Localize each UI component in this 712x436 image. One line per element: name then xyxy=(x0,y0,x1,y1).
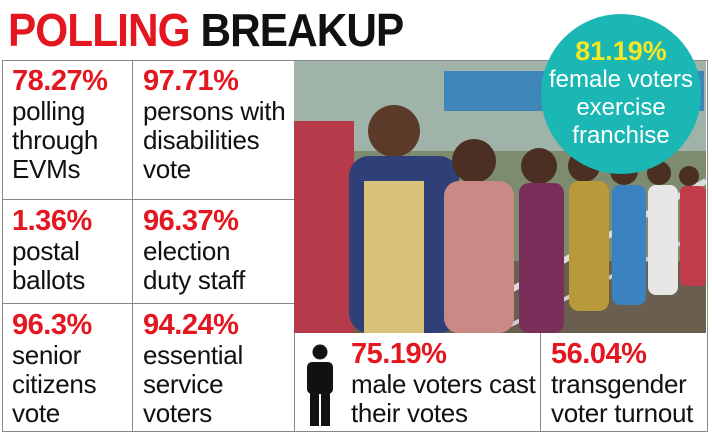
stat-essential: 94.24% essential service voters xyxy=(133,304,295,432)
stat-percent: 97.71% xyxy=(143,65,239,97)
stat-label-line: election xyxy=(143,236,231,266)
stat-postal: 1.36% postal ballots xyxy=(2,200,133,304)
stat-label-line: senior xyxy=(12,340,82,370)
stat-label-line: ballots xyxy=(12,265,86,295)
stat-label-line: through xyxy=(12,125,99,155)
stat-label-line: postal xyxy=(12,236,80,266)
page-title: POLLING BREAKUP xyxy=(8,2,404,58)
stat-label-line: persons with xyxy=(143,96,286,126)
stat-evm: 78.27% polling through EVMs xyxy=(2,60,133,200)
stat-label-line: duty staff xyxy=(143,265,246,295)
stat-label-line: polling xyxy=(12,96,86,126)
stat-label-line: citizens xyxy=(12,369,97,399)
stat-percent: 1.36% xyxy=(12,205,92,237)
female-label-line: franchise xyxy=(572,122,670,149)
stat-male: 75.19% male voters cast their votes xyxy=(295,333,541,432)
stat-percent: 75.19% xyxy=(351,338,447,370)
stat-label-line: voter turnout xyxy=(551,398,694,428)
stats-grid xyxy=(2,60,708,432)
female-label-line: female voters xyxy=(548,66,694,93)
title-part-2: BREAKUP xyxy=(200,4,404,56)
stat-percent: 78.27% xyxy=(12,65,108,97)
title-part-1: POLLING xyxy=(8,4,191,56)
stat-label-line: transgender xyxy=(551,369,687,399)
stat-disabilities: 97.71% persons with disabilities vote xyxy=(133,60,295,200)
stat-label-line: vote xyxy=(12,398,60,428)
female-label-line: exercise xyxy=(576,94,666,121)
stat-transgender: 56.04% transgender voter turnout xyxy=(541,333,708,432)
female-voters-bubble: 81.19% female voters exercise franchise xyxy=(541,14,701,174)
stat-label-line: voters xyxy=(143,398,213,428)
stat-label-line: essential xyxy=(143,340,243,370)
female-percent: 81.19% xyxy=(575,36,667,66)
stat-percent: 96.3% xyxy=(12,309,92,341)
stat-label-line: male voters cast xyxy=(351,369,536,399)
stat-label-line: service xyxy=(143,369,224,399)
stat-percent: 94.24% xyxy=(143,309,239,341)
stat-senior: 96.3% senior citizens vote xyxy=(2,304,133,432)
stat-label-line: disabilities xyxy=(143,125,260,155)
stat-label-line: vote xyxy=(143,154,191,184)
male-person-icon xyxy=(303,344,337,431)
stat-label-line: their votes xyxy=(351,398,468,428)
stat-percent: 96.37% xyxy=(143,205,239,237)
stat-label-line: EVMs xyxy=(12,154,81,184)
stat-percent: 56.04% xyxy=(551,338,647,370)
stat-election-staff: 96.37% election duty staff xyxy=(133,200,295,304)
